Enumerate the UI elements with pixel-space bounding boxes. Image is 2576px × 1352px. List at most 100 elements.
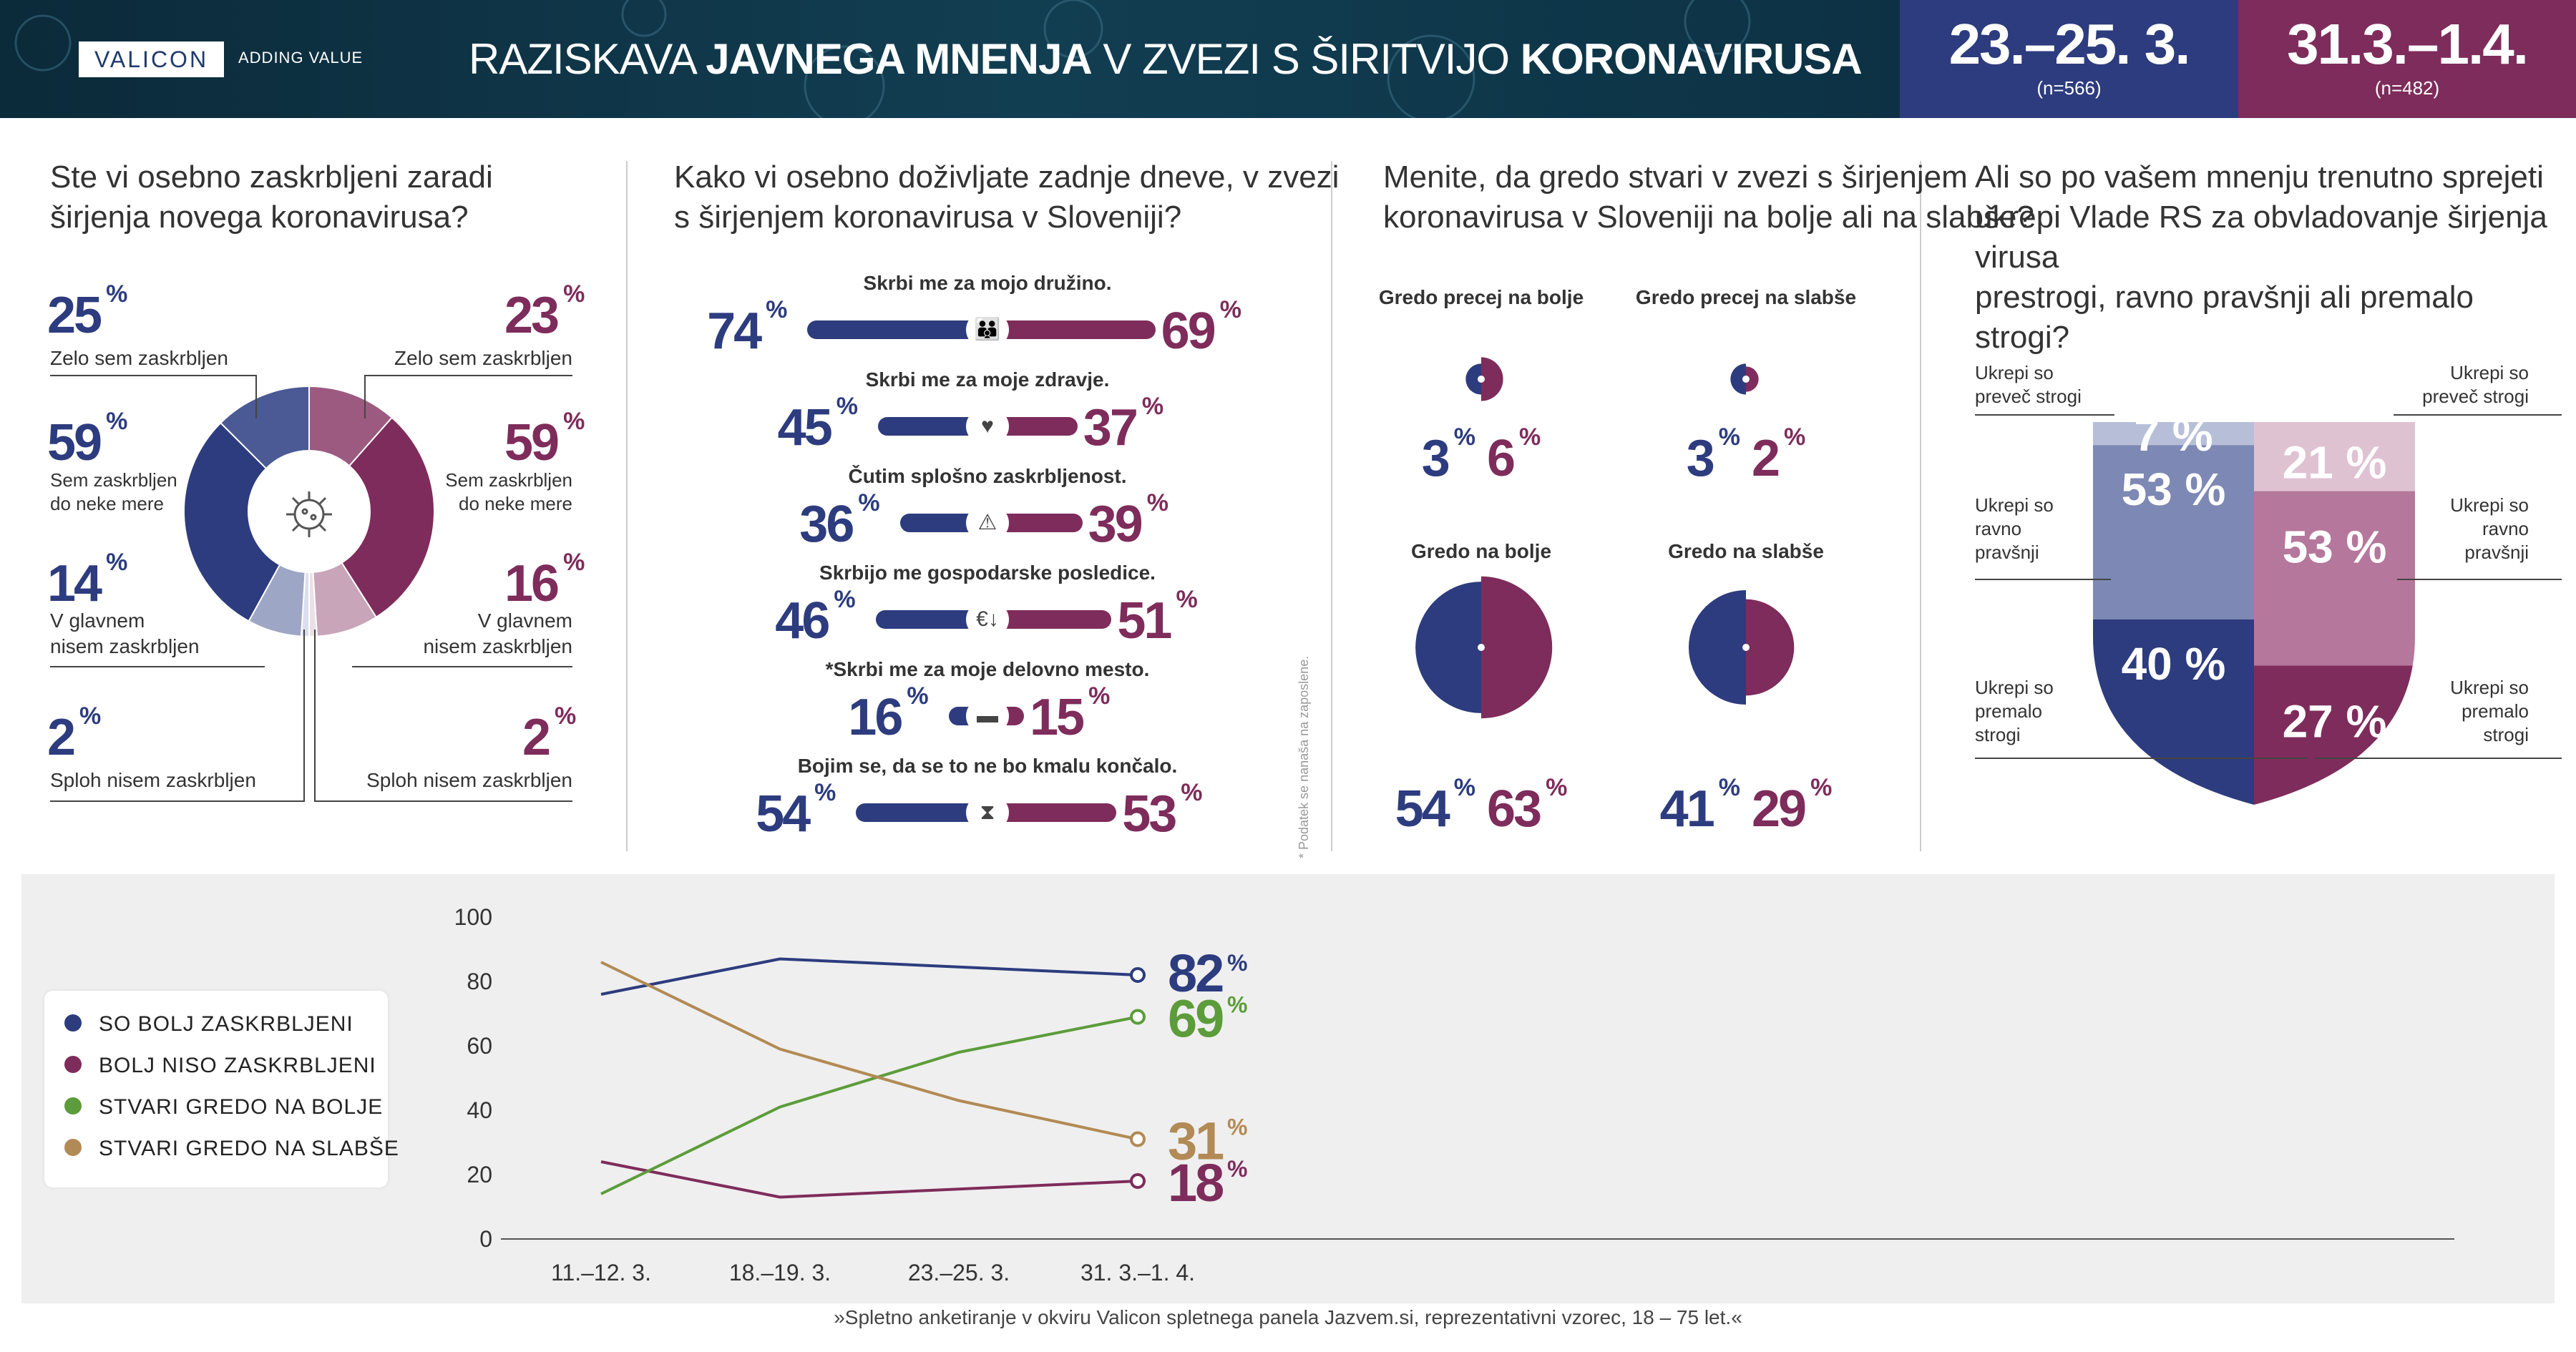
y-tick-label: 20: [467, 1162, 492, 1187]
q1-w2-pct-very: 23%: [504, 280, 585, 344]
q2-pct-w1: 54%: [756, 779, 836, 843]
q1-donut-slice-w1: [183, 421, 281, 622]
q3-pct-w2: 2%: [1752, 423, 1806, 487]
q1-label-notmuch: V glavnem nisem zaskrbljen: [50, 609, 200, 657]
wave1-date-badge: 23.–25. 3. (n=566): [1900, 0, 2238, 118]
legend-label: BOLJ NISO ZASKRBLJENI: [99, 1054, 376, 1077]
virus-background-decoration: [14, 0, 1751, 118]
q1-donut-slice-w2: [341, 416, 435, 619]
q3-half-circle-pair: [1730, 363, 1759, 395]
q2-item-label: Skrbijo me gospodarske posledice.: [819, 562, 1156, 584]
column-divider: [1920, 161, 1921, 851]
euro-down-icon: €↓: [966, 602, 1009, 637]
q3-half-w1: [1415, 582, 1481, 713]
q2-item-label: Skrbi me za moje zdravje.: [865, 368, 1110, 391]
q4-label-lenient-right: Ukrepi so premalo strogi: [2450, 677, 2529, 745]
q4-pct-w2: 53 %: [2283, 521, 2387, 573]
trend-legend: SO BOLJ ZASKRBLJENI BOLJ NISO ZASKRBLJENI…: [44, 991, 399, 1187]
q1-label-notatall-right: Sploh nisem zaskrbljen: [366, 769, 572, 791]
y-tick-label: 80: [467, 969, 492, 994]
q4-question: Ali so po vašem mnenju trenutno sprejeti…: [1975, 160, 2547, 355]
q2-item-label: *Skrbi me za moje delovno mesto.: [825, 658, 1150, 680]
q4-shield-chart: 7 % 21 % 53 % 53 % 40 % 27 %: [1975, 409, 2562, 805]
q2-bar-w1: [807, 320, 987, 339]
q3-half-circle-pair: [1465, 357, 1503, 401]
series-line: [600, 1160, 1138, 1199]
q3-half-w2: [1481, 576, 1553, 719]
legend-item: STVARI GREDO NA BOLJE: [64, 1095, 383, 1120]
series-line: [600, 957, 1138, 996]
q1-label-some-right: Sem zaskrbljen do neke mere: [445, 469, 572, 514]
series-end-label-pct: %: [1227, 1156, 1247, 1182]
q2-question: Kako vi osebno doživljate zadnje dneve, …: [674, 160, 1340, 235]
q3-item-label: Gredo precej na slabše: [1635, 286, 1857, 308]
q4-pct-w1: 53 %: [2122, 464, 2226, 515]
legend-label: STVARI GREDO NA SLABŠE: [99, 1137, 399, 1160]
q2-pct-w2: 39%: [1088, 489, 1169, 553]
legend-dot: [64, 1097, 82, 1115]
q4-label-lenient-left: Ukrepi so premalo strogi: [1975, 677, 2054, 745]
series-end-label-pct: %: [1227, 992, 1247, 1018]
q1-w2-pct-notatall: 2%: [522, 702, 577, 766]
q4-label-too-strict-left: Ukrepi so preveč strogi: [1975, 362, 2082, 407]
x-tick-label: 18.–19. 3.: [729, 1260, 831, 1285]
q1-label-very-right: Zelo sem zaskrbljen: [394, 347, 572, 369]
series-end-label: 82: [1168, 944, 1223, 1003]
y-tick-label: 100: [454, 904, 492, 930]
y-tick-label: 60: [467, 1033, 492, 1059]
virus-icon: [276, 481, 342, 547]
q4-label-right-right: Ukrepi so ravno pravšnji: [2450, 494, 2529, 563]
series-end-label-pct: %: [1227, 950, 1247, 976]
series-end-label-pct: %: [1227, 1115, 1247, 1140]
q4-label-too-strict-right: Ukrepi so preveč strogi: [2422, 362, 2529, 407]
wave1-sample-size: (n=566): [2036, 77, 2102, 99]
series-end-point: [1130, 1131, 1146, 1147]
q3-item-label: Gredo precej na bolje: [1378, 286, 1584, 308]
q2-pct-w2: 37%: [1083, 393, 1164, 456]
x-tick-label: 31. 3.–1. 4.: [1080, 1260, 1195, 1285]
q1-label-notmuch-right: V glavnem nisem zaskrbljen: [423, 609, 572, 657]
q3-half-circles: Gredo precej na bolje 3% 6% Gredo precej na…: [1345, 286, 1911, 844]
q2-pct-w1: 16%: [848, 682, 929, 746]
q3-item-label: Gredo na slabše: [1668, 540, 1824, 562]
q2-pct-w1: 45%: [777, 393, 858, 456]
q3-half-w1: [1730, 363, 1746, 395]
y-tick-label: 0: [479, 1226, 492, 1252]
q2-pct-w2: 51%: [1117, 586, 1198, 650]
tagline: ADDING VALUE: [238, 49, 364, 67]
q4-pct-w1: 7 %: [2134, 409, 2212, 461]
wave1-date: 23.–25. 3.: [1948, 12, 2191, 76]
q4-segment-w1: [2093, 422, 2254, 446]
wave2-date-badge: 31.3.–1.4. (n=482): [2238, 0, 2576, 118]
column-divider: [1331, 161, 1332, 851]
q2-pct-w2: 69%: [1161, 296, 1241, 360]
legend-label: STVARI GREDO NA BOLJE: [99, 1095, 384, 1119]
q4-pct-w1: 40 %: [2122, 638, 2226, 690]
heart-icon: ♥: [966, 408, 1009, 444]
q1-leader-lines: [50, 375, 572, 802]
worried-head-icon: ⚠: [966, 505, 1009, 541]
q2-pct-w1: 46%: [775, 586, 856, 650]
series-end-point: [1130, 1009, 1146, 1025]
q1-w1-pct-notatall: 2%: [47, 702, 102, 766]
q3-pct-w1: 3%: [1421, 423, 1475, 487]
q1-label-very: Zelo sem zaskrbljen: [50, 347, 228, 369]
q1-w1-pct-notmuch: 14%: [47, 549, 128, 612]
legend-item: SO BOLJ ZASKRBLJENI: [64, 1012, 353, 1037]
q3-pct-w1: 41%: [1659, 774, 1740, 838]
wave2-date: 31.3.–1.4.: [2287, 12, 2529, 76]
legend-dot: [64, 1014, 82, 1032]
q4-segment-w2: [2254, 491, 2415, 666]
series-end-label: 69: [1168, 989, 1223, 1049]
q2-bar-w1: [856, 803, 987, 822]
q2-bar-w2: [987, 320, 1156, 339]
q3-half-circle-pair: [1415, 576, 1553, 719]
q3-half-w2: [1746, 599, 1795, 696]
q3-half-w2: [1481, 357, 1503, 401]
hourglass-icon: ⧗: [966, 795, 1009, 831]
q3-pct-w2: 63%: [1487, 774, 1568, 838]
q3-half-w1: [1688, 589, 1746, 705]
valicon-logo: VALICON: [79, 41, 224, 77]
series-line: [600, 961, 1138, 1141]
x-tick-label: 23.–25. 3.: [908, 1260, 1010, 1285]
